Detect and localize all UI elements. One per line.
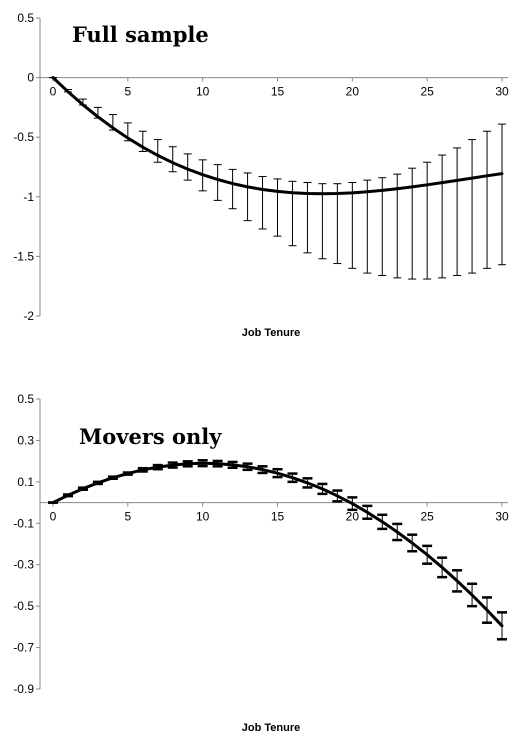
x-tick-label: 10: [196, 85, 210, 99]
x-tick-label: 20: [346, 510, 360, 524]
x-tick-label: 5: [124, 85, 131, 99]
y-tick-label: -0.7: [13, 641, 34, 655]
x-tick-label: 0: [50, 85, 57, 99]
x-tick-label: 25: [420, 85, 434, 99]
x-tick-label: 25: [420, 510, 434, 524]
x-tick-label: 15: [271, 85, 285, 99]
x-tick-label: 0: [50, 510, 57, 524]
x-axis-label: Job Tenure: [242, 722, 300, 734]
series-line: [51, 76, 504, 196]
x-axis-label: Job Tenure: [242, 327, 300, 339]
x-tick-label: 5: [124, 510, 131, 524]
x-tick-label: 30: [495, 85, 509, 99]
y-tick-label: 0: [27, 71, 34, 85]
x-tick-label: 30: [495, 510, 509, 524]
y-tick-label: 0.1: [17, 475, 34, 489]
chart-title: Movers only: [79, 424, 222, 449]
y-tick-label: 0.5: [17, 392, 34, 406]
y-tick-label: 0.5: [17, 11, 34, 25]
y-tick-label: -0.9: [13, 682, 34, 696]
y-tick-label: -0.1: [13, 516, 34, 530]
y-tick-label: -2: [23, 309, 34, 323]
y-tick-label: -0.5: [13, 130, 34, 144]
chart-movers-only: 0.5 0.3 0.1 -0.1 -0.3 -0.5 -0.7 -0.9 0 5 10 15 20 25 3…: [13, 392, 509, 734]
x-tick-label: 20: [346, 85, 360, 99]
x-tick-label: 10: [196, 510, 210, 524]
y-tick-label: -1.5: [13, 249, 34, 263]
chart-full-sample: 0.5 0 -0.5 -1 -1.5 -2 0 5 10 15 20 25 30 Full sample J…: [13, 11, 509, 339]
series-line: [51, 461, 504, 628]
y-tick-label: 0.3: [17, 433, 34, 447]
chart-title: Full sample: [72, 22, 209, 47]
y-tick-label: -0.5: [13, 599, 34, 613]
x-tick-label: 15: [271, 510, 285, 524]
y-tick-label: -0.3: [13, 558, 34, 572]
y-tick-label: -1: [23, 190, 34, 204]
